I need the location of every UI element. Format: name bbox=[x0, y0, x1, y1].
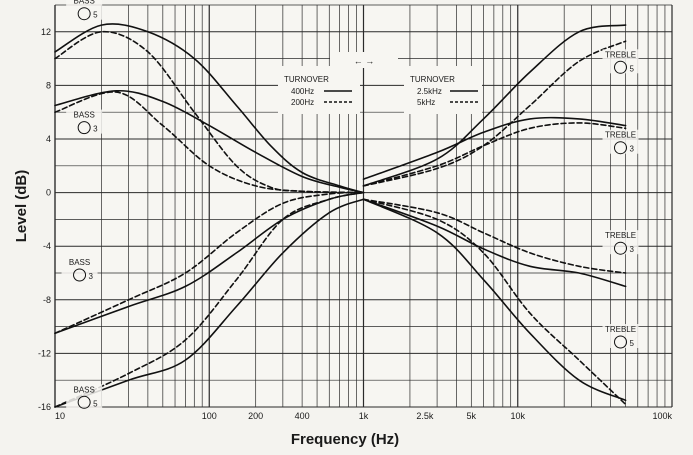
x-tick-label: 400 bbox=[295, 411, 310, 421]
response-curve-7 bbox=[54, 198, 365, 408]
annotation-knob-value: 5 bbox=[93, 399, 98, 408]
annotation-label: BASS bbox=[73, 385, 94, 394]
annotation-knob-value: 5 bbox=[630, 339, 635, 348]
annotation-knob-circle bbox=[614, 141, 628, 155]
annotation-knob-value: 3 bbox=[630, 245, 635, 254]
x-tick-label: 100 bbox=[202, 411, 217, 421]
response-curve-1 bbox=[54, 23, 365, 194]
y-tick-label: 4 bbox=[46, 134, 51, 144]
response-curve-16 bbox=[362, 198, 627, 406]
y-tick-label: -16 bbox=[38, 402, 51, 412]
annotation-label: BASS bbox=[69, 258, 90, 267]
annotation-knob-value: 5 bbox=[93, 11, 98, 20]
legend-right-label: 2.5kHz bbox=[417, 87, 442, 96]
legend-right-title: TURNOVER bbox=[410, 75, 455, 84]
annotation-bg bbox=[66, 0, 103, 20]
annotation-label: TREBLE bbox=[605, 231, 636, 240]
response-curve-14 bbox=[362, 198, 627, 274]
legend-arrows-bg bbox=[330, 52, 398, 68]
annotation-knob-circle bbox=[614, 60, 628, 74]
y-axis-title: Level (dB) bbox=[13, 170, 30, 243]
annotation-knob-circle bbox=[77, 7, 91, 21]
annotation-label: BASS bbox=[73, 0, 94, 6]
response-curve-6 bbox=[54, 191, 365, 335]
annotation-label: BASS bbox=[73, 111, 94, 120]
response-curve-13 bbox=[362, 198, 627, 288]
legend-right-label: 5kHz bbox=[417, 98, 435, 107]
response-curve-9 bbox=[362, 24, 627, 187]
legend-right-bg bbox=[404, 66, 482, 114]
annotation-knob-value: 3 bbox=[630, 145, 635, 154]
y-tick-label: 8 bbox=[46, 80, 51, 90]
legend-left-label: 200Hz bbox=[291, 98, 314, 107]
annotation-knob-value: 3 bbox=[93, 125, 98, 134]
response-curve-10 bbox=[362, 40, 627, 187]
y-tick-label: 0 bbox=[46, 188, 51, 198]
response-curve-4 bbox=[54, 91, 365, 194]
response-curve-8 bbox=[54, 191, 365, 408]
x-tick-label: 100k bbox=[652, 411, 672, 421]
annotation-knob-circle bbox=[77, 121, 91, 135]
legend-arrows: ← → bbox=[354, 56, 375, 66]
annotation-knob-circle bbox=[614, 335, 628, 349]
x-tick-label: 2.5k bbox=[416, 411, 434, 421]
response-curve-12 bbox=[362, 122, 627, 187]
x-tick-label: 200 bbox=[248, 411, 263, 421]
response-curve-15 bbox=[362, 198, 627, 402]
y-tick-label: -8 bbox=[43, 295, 51, 305]
x-tick-label: 5k bbox=[467, 411, 477, 421]
x-tick-label: 1k bbox=[359, 411, 369, 421]
response-curve-3 bbox=[54, 89, 365, 194]
annotation-knob-value: 3 bbox=[89, 272, 94, 281]
y-tick-label: -4 bbox=[43, 241, 51, 251]
legend-left-bg bbox=[278, 66, 360, 114]
response-curve-11 bbox=[362, 116, 627, 180]
annotation-knob-circle bbox=[73, 268, 87, 282]
annotation-knob-value: 5 bbox=[630, 64, 635, 73]
legend-left-label: 400Hz bbox=[291, 87, 314, 96]
y-tick-label: -12 bbox=[38, 348, 51, 358]
legend-left-title: TURNOVER bbox=[284, 75, 329, 84]
annotation-knob-circle bbox=[77, 395, 91, 409]
y-tick-label: 12 bbox=[41, 27, 51, 37]
annotation-label: TREBLE bbox=[605, 325, 636, 334]
annotation-label: TREBLE bbox=[605, 50, 636, 59]
annotation-knob-circle bbox=[614, 241, 628, 255]
x-tick-label: 10k bbox=[510, 411, 525, 421]
x-tick-label: 10 bbox=[55, 411, 65, 421]
annotation-label: TREBLE bbox=[605, 131, 636, 140]
x-axis-title: Frequency (Hz) bbox=[291, 431, 399, 448]
